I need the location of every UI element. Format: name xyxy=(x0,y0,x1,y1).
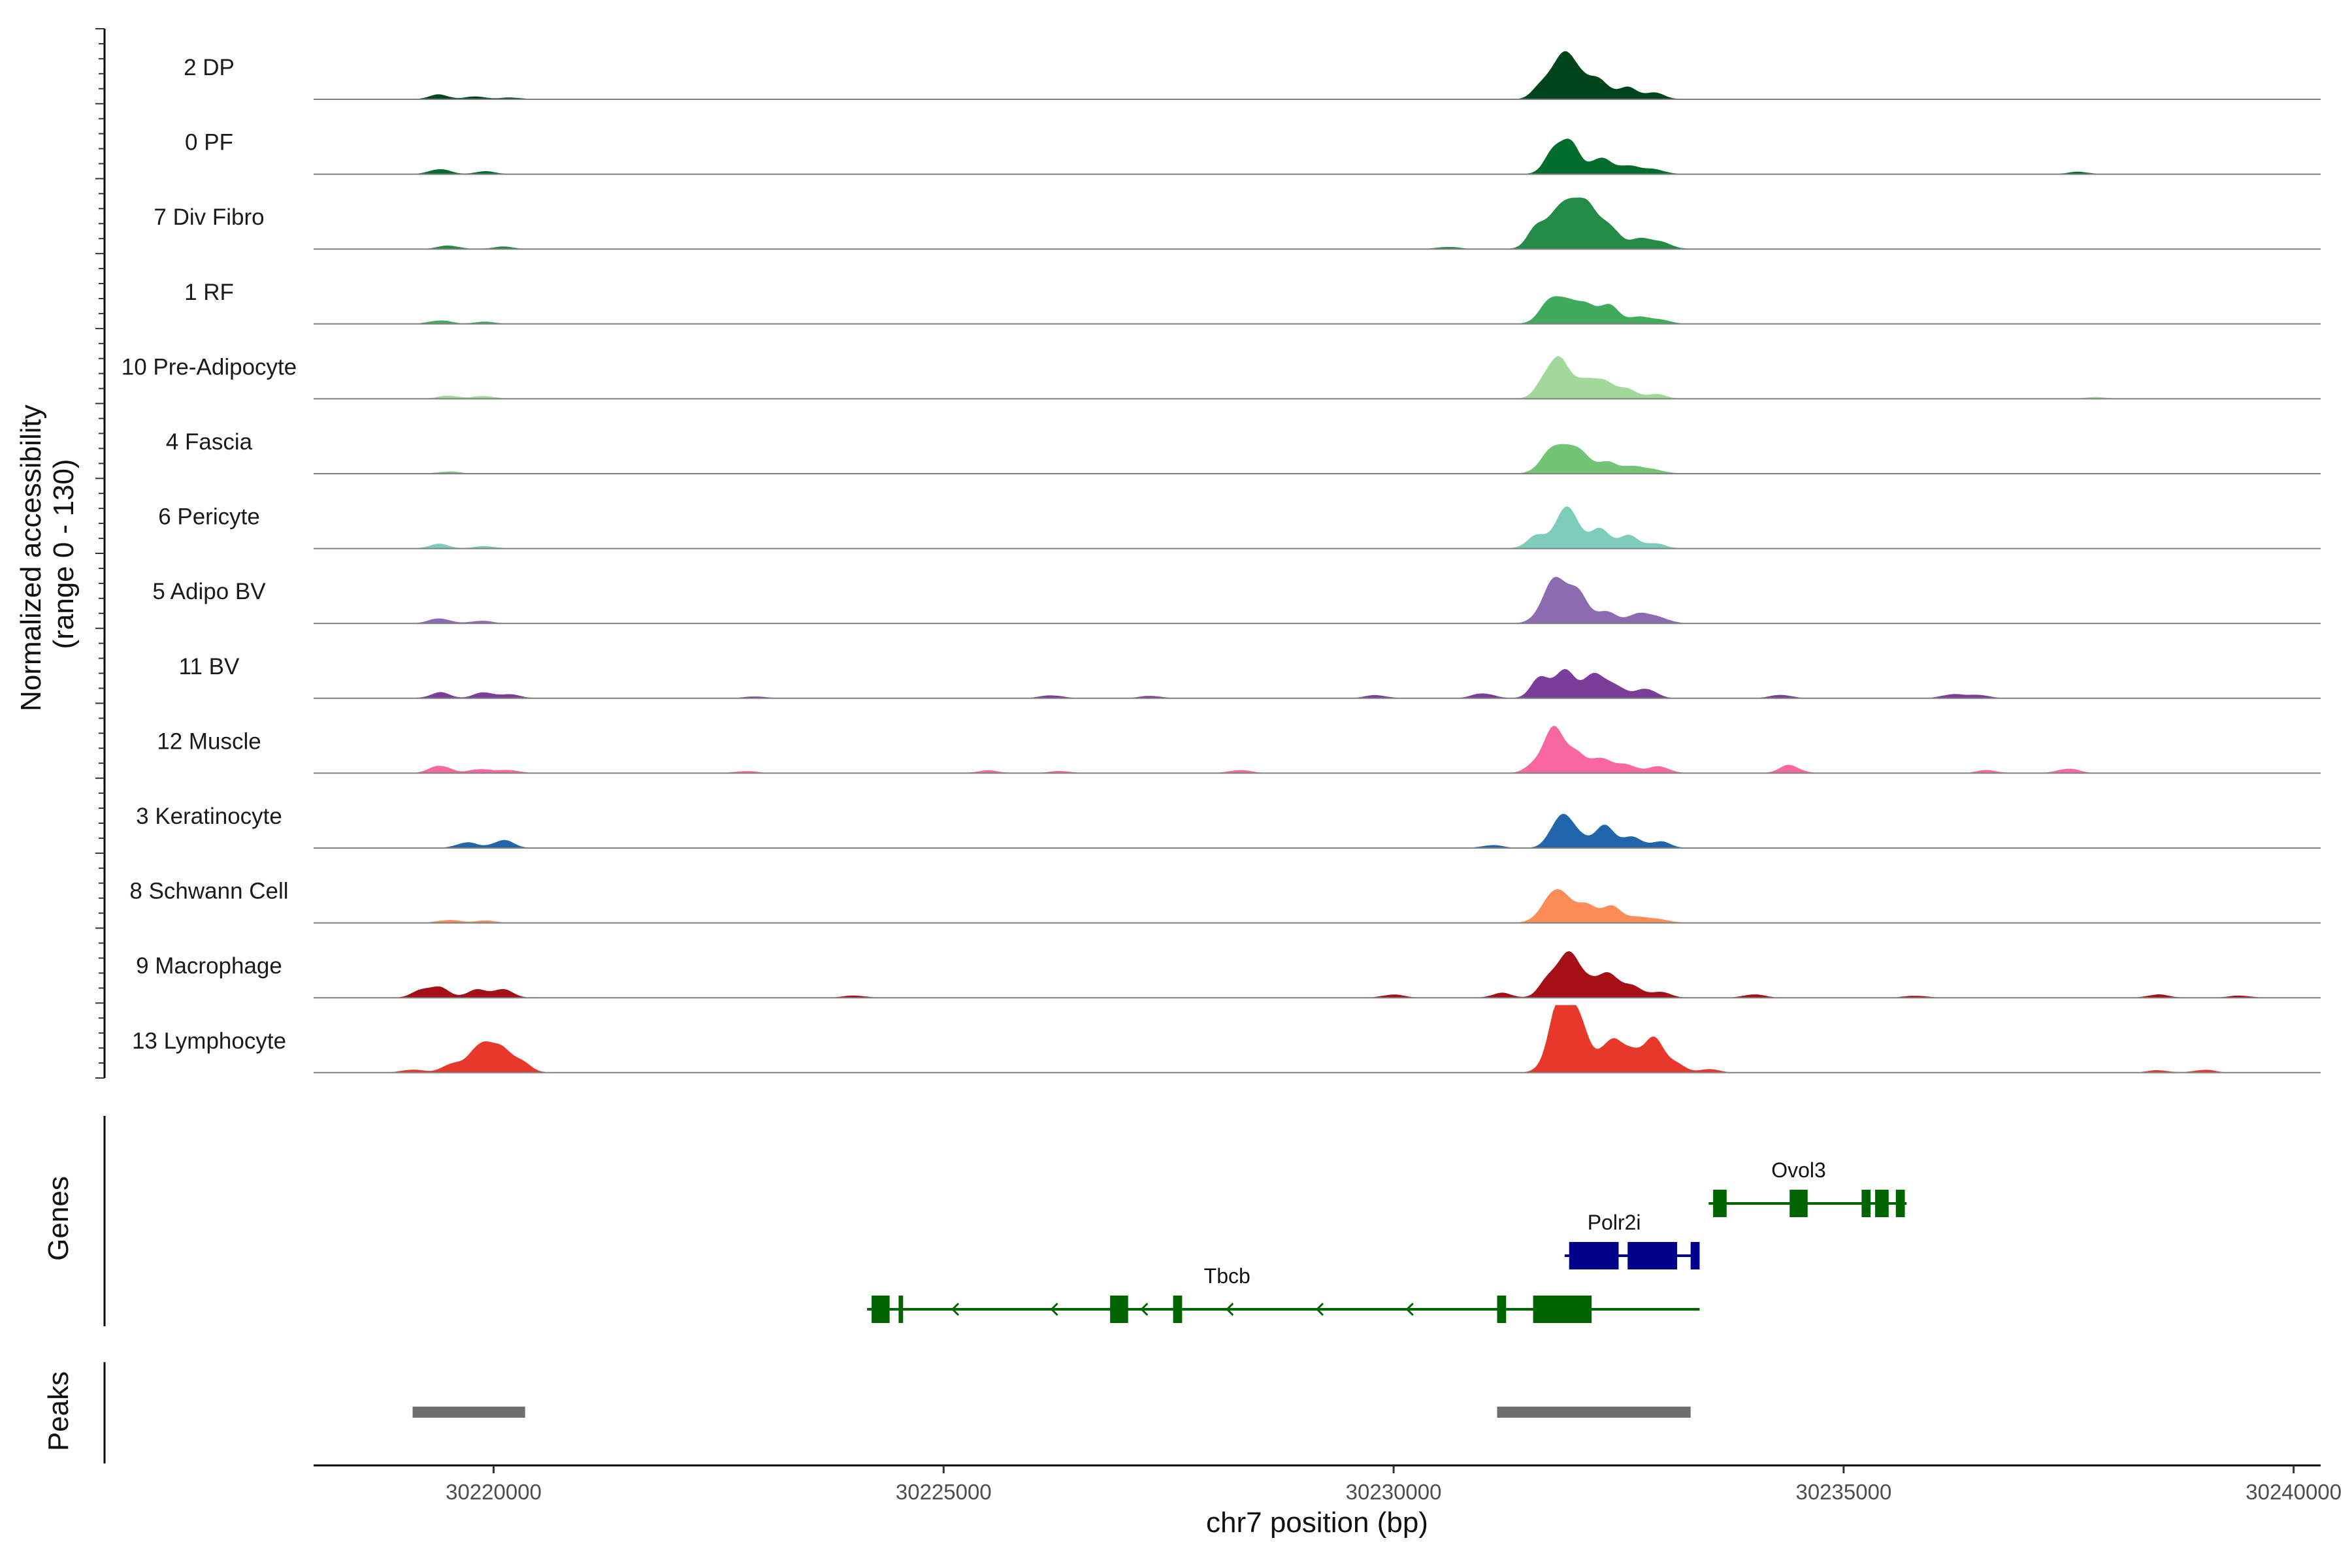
gene-exon xyxy=(1861,1190,1871,1217)
y-axis-title: Normalized accessibility (range 0 - 130) xyxy=(15,397,80,711)
x-tick-label: 30220000 xyxy=(446,1480,542,1504)
coverage-area xyxy=(314,296,2321,325)
track-9-macrophage: 9 Macrophage xyxy=(136,951,2321,999)
coverage-area xyxy=(314,197,2321,250)
coverage-area xyxy=(314,889,2321,923)
gene-strand-arrow xyxy=(1405,1302,1414,1316)
gene-strand-arrow xyxy=(1226,1302,1234,1316)
gene-exon xyxy=(1533,1296,1592,1323)
gene-exon xyxy=(1895,1190,1905,1217)
gene-exon xyxy=(1690,1242,1700,1269)
track-6-pericyte: 6 Pericyte xyxy=(158,504,2321,549)
gene-exon xyxy=(1713,1190,1727,1217)
track-11-bv: 11 BV xyxy=(179,654,2321,699)
track-label: 5 Adipo BV xyxy=(152,579,266,604)
coverage-area xyxy=(314,356,2321,399)
genes-panel-label: Genes xyxy=(42,1176,74,1261)
gene-exon xyxy=(872,1296,890,1323)
track-8-schwann-cell: 8 Schwann Cell xyxy=(129,879,2321,924)
coverage-area xyxy=(314,51,2321,100)
gene-strand-arrow xyxy=(1050,1302,1058,1316)
peaks-panel-label: Peaks xyxy=(42,1371,74,1451)
gene-polr2i: Polr2i xyxy=(1564,1211,1700,1269)
gene-strand-arrow xyxy=(1315,1302,1324,1316)
x-axis-title: chr7 position (bp) xyxy=(1206,1507,1428,1539)
track-label: 6 Pericyte xyxy=(158,504,260,530)
x-tick-label: 30240000 xyxy=(2246,1480,2342,1504)
track-7-div-fibro: 7 Div Fibro xyxy=(154,197,2321,250)
track-13-lymphocyte: 13 Lymphocyte xyxy=(132,1005,2321,1073)
x-tick-label: 30225000 xyxy=(896,1480,992,1504)
track-1-rf: 1 RF xyxy=(184,280,2321,325)
gene-label: Tbcb xyxy=(1204,1264,1250,1288)
gene-label: Ovol3 xyxy=(1771,1158,1826,1182)
track-label: 8 Schwann Cell xyxy=(129,879,288,904)
gene-exon xyxy=(1110,1296,1128,1323)
y-axis-title-line-1: Normalized accessibility xyxy=(15,404,47,711)
peak-region xyxy=(412,1407,525,1418)
peak-region xyxy=(1497,1407,1691,1418)
track-3-keratinocyte: 3 Keratinocyte xyxy=(136,804,2321,849)
track-label: 11 BV xyxy=(179,654,240,679)
track-12-muscle: 12 Muscle xyxy=(157,725,2321,774)
track-4-fascia: 4 Fascia xyxy=(166,429,2321,474)
coverage-area xyxy=(314,668,2321,699)
gene-ovol3: Ovol3 xyxy=(1708,1158,1907,1217)
coverage-area xyxy=(314,576,2321,624)
coverage-area xyxy=(314,506,2321,549)
gene-strand-arrow xyxy=(951,1302,960,1316)
gene-exon xyxy=(1569,1242,1619,1269)
y-axis-title-line-2: (range 0 - 130) xyxy=(48,459,80,649)
gene-tbcb: Tbcb xyxy=(867,1264,1700,1323)
gene-exon xyxy=(1875,1190,1889,1217)
coverage-area xyxy=(314,1005,2321,1073)
track-label: 4 Fascia xyxy=(166,429,253,455)
track-label: 7 Div Fibro xyxy=(154,204,264,230)
gene-exon xyxy=(1173,1296,1183,1323)
coverage-area xyxy=(314,725,2321,774)
gene-exon xyxy=(1627,1242,1678,1269)
track-label: 3 Keratinocyte xyxy=(136,804,282,829)
x-tick-label: 30230000 xyxy=(1346,1480,1442,1504)
track-label: 13 Lymphocyte xyxy=(132,1028,286,1054)
gene-exon xyxy=(1497,1296,1507,1323)
coverage-area xyxy=(314,139,2321,174)
gene-exon xyxy=(1789,1190,1808,1217)
x-tick-label: 30235000 xyxy=(1795,1480,1891,1504)
coverage-area xyxy=(314,951,2321,998)
gene-strand-arrow xyxy=(1140,1302,1149,1316)
track-label: 10 Pre-Adipocyte xyxy=(122,354,297,380)
x-axis: chr7 position (bp) 30220000 30225000 30230… xyxy=(314,1464,2342,1539)
track-label: 12 Muscle xyxy=(157,728,261,754)
track-label: 9 Macrophage xyxy=(136,953,282,979)
track-label: 0 PF xyxy=(185,130,233,155)
accessibility-tracks: 2 DP 0 PF 7 Div Fibro 1 RF 10 Pre-Adipocyte 4… xyxy=(122,51,2321,1073)
genes-track: Genes Ovol3 Polr2i Tbcb xyxy=(42,1116,1907,1326)
track-5-adipo-bv: 5 Adipo BV xyxy=(152,576,2321,625)
track-10-pre-adipocyte: 10 Pre-Adipocyte xyxy=(122,354,2321,400)
coverage-area xyxy=(314,813,2321,849)
accessibility-y-axis: Normalized accessibility (range 0 - 130) xyxy=(15,28,106,1079)
gene-exon xyxy=(898,1296,904,1323)
track-0-pf: 0 PF xyxy=(185,130,2321,175)
track-2-dp: 2 DP xyxy=(184,51,2321,100)
track-label: 1 RF xyxy=(184,280,234,305)
coverage-area xyxy=(314,444,2321,474)
gene-label: Polr2i xyxy=(1588,1211,1641,1234)
track-label: 2 DP xyxy=(184,55,235,80)
peaks-track: Peaks xyxy=(42,1362,1691,1463)
